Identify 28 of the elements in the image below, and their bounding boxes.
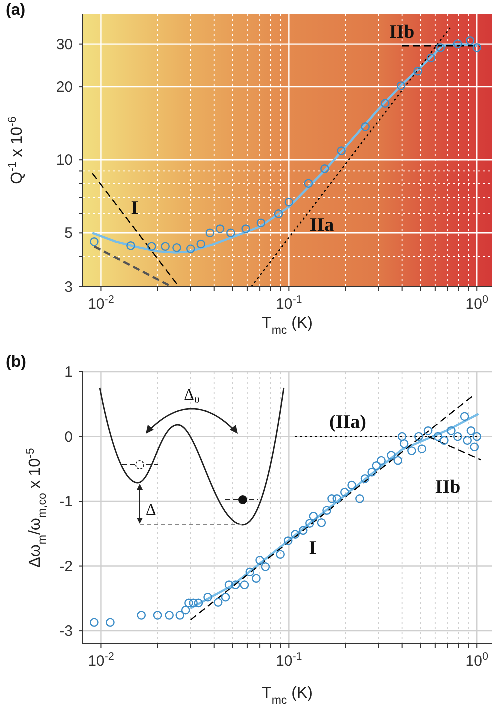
y-tick-label: 5 (64, 225, 73, 242)
y-tick-label: 0 (64, 428, 73, 446)
x-tick-label: 10$^{-1}$ (276, 294, 302, 313)
annotation: (IIa) (330, 412, 366, 433)
x-tick-label: 10$^{0}$ (466, 294, 488, 313)
x-axis-title: T$_{mc}$ (K) (262, 685, 313, 704)
annotation: IIa (310, 215, 335, 236)
x-tick-label: 10$^{-2}$ (88, 294, 114, 313)
y-tick-label: 3 (64, 279, 73, 296)
annotation: Δ (146, 502, 156, 519)
annotation: I (131, 198, 139, 219)
x-tick-label: 10$^{-1}$ (276, 651, 302, 670)
y-tick-label: 30 (56, 36, 73, 54)
chart-title: (b) (6, 354, 26, 372)
y-tick-label: -1 (60, 494, 73, 511)
y-tick-label: 1 (64, 364, 73, 381)
y-tick-label: 20 (56, 79, 73, 96)
chart-title: (a) (6, 2, 26, 20)
x-tick-label: 10$^{0}$ (466, 651, 488, 670)
annotation: IIb (389, 22, 415, 43)
x-tick-label: 10$^{-2}$ (88, 651, 114, 670)
x-axis-title: T$_{mc}$ (K) (262, 315, 313, 337)
y-tick-label: 10 (56, 152, 73, 170)
y-tick-label: -3 (60, 623, 73, 640)
annotation: IIb (435, 477, 461, 498)
annotation: I (309, 538, 317, 559)
y-tick-label: -2 (60, 558, 73, 576)
annotation: Δ₀ (184, 387, 200, 404)
